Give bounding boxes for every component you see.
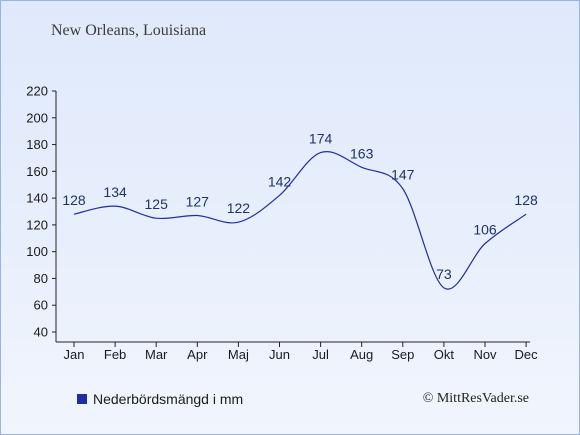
x-tick-label: Maj — [228, 347, 249, 362]
data-label: 106 — [473, 222, 497, 238]
data-label: 128 — [514, 192, 538, 208]
data-label: 127 — [186, 194, 210, 210]
y-tick-label: 180 — [26, 137, 48, 152]
y-tick-label: 220 — [26, 84, 48, 99]
x-tick-label: Sep — [391, 347, 414, 362]
x-tick-label: Dec — [515, 347, 539, 362]
y-tick-label: 80 — [34, 271, 48, 286]
data-label: 125 — [145, 196, 169, 212]
data-label: 134 — [103, 184, 127, 200]
data-label: 128 — [62, 192, 86, 208]
legend-label: Nederbördsmängd i mm — [93, 391, 244, 407]
x-tick-label: Nov — [473, 347, 497, 362]
credit-text: © MittResVader.se — [422, 391, 529, 406]
data-label: 147 — [391, 167, 415, 183]
series-line — [73, 151, 527, 290]
x-tick-label: Okt — [434, 347, 455, 362]
y-tick-label: 100 — [26, 244, 48, 259]
x-tick-label: Aug — [350, 347, 373, 362]
y-tick-label: 60 — [34, 298, 48, 313]
data-label: 174 — [309, 131, 333, 147]
x-tick-label: Jan — [64, 347, 85, 362]
data-label: 122 — [227, 200, 251, 216]
x-tick-label: Apr — [187, 347, 208, 362]
y-tick-label: 140 — [26, 191, 48, 206]
legend-swatch — [77, 394, 87, 404]
x-tick-label: Jul — [312, 347, 329, 362]
y-tick-label: 40 — [34, 325, 48, 340]
chart-title: New Orleans, Louisiana — [51, 22, 207, 39]
x-tick-label: Feb — [104, 347, 126, 362]
x-tick-label: Mar — [145, 347, 168, 362]
data-label: 73 — [436, 266, 452, 282]
y-tick-label: 120 — [26, 217, 48, 232]
x-tick-label: Jun — [269, 347, 290, 362]
legend: Nederbördsmängd i mm — [77, 391, 243, 407]
y-tick-label: 200 — [26, 110, 48, 125]
y-tick-label: 160 — [26, 164, 48, 179]
data-label: 163 — [350, 145, 374, 161]
data-label: 142 — [268, 173, 292, 189]
